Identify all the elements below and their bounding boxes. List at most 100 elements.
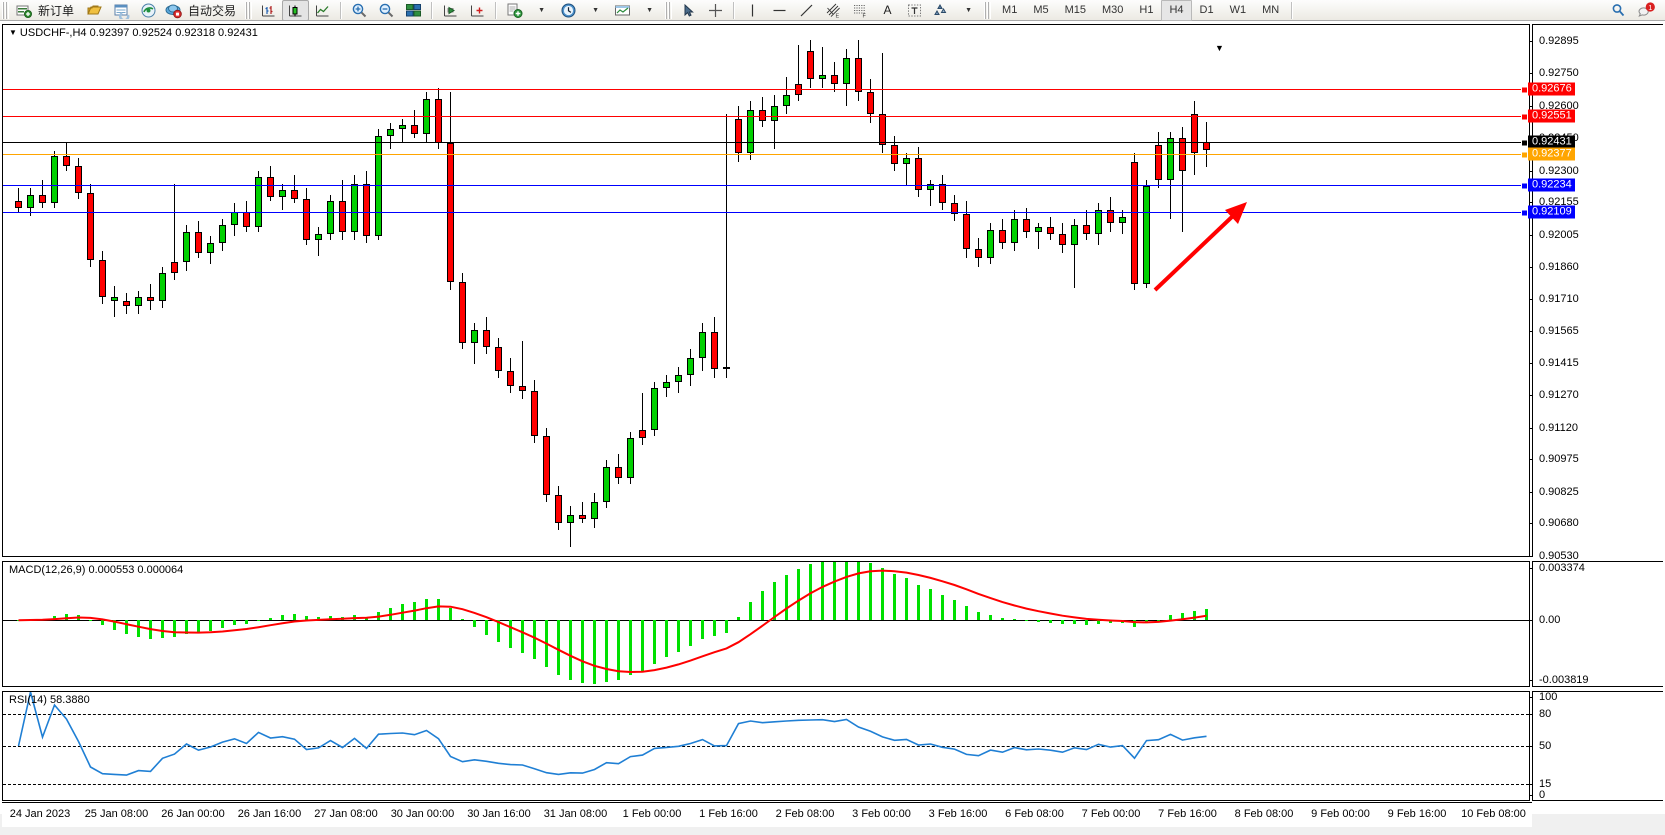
rsi-tick: 0 xyxy=(1528,789,1545,801)
candle xyxy=(1071,25,1078,556)
macd-histogram-bar xyxy=(905,578,908,621)
price-tag-pivot[interactable]: 0.92377 xyxy=(1521,147,1575,161)
level-line-support-2[interactable] xyxy=(3,212,1529,214)
macd-histogram-bar xyxy=(113,620,116,631)
timeframe-d1[interactable]: D1 xyxy=(1199,4,1214,16)
chart-shift-button[interactable] xyxy=(437,0,464,21)
new-order-button[interactable]: 新订单 xyxy=(12,0,81,21)
candle xyxy=(1035,25,1042,556)
level-line-last-price[interactable] xyxy=(3,142,1529,144)
timeframe-w1[interactable]: W1 xyxy=(1229,4,1247,16)
chart-type-toolbar-grip[interactable] xyxy=(245,1,253,19)
level-line-resistance-1[interactable] xyxy=(3,116,1529,118)
candle-body xyxy=(939,183,946,204)
macd-histogram-bar xyxy=(1085,620,1088,625)
text-label-button[interactable] xyxy=(901,0,928,21)
price-tag-resistance-1[interactable]: 0.92551 xyxy=(1521,109,1575,123)
macd-histogram-bar xyxy=(533,620,536,659)
drawing-toolbar-grip[interactable] xyxy=(665,1,673,19)
candlestick-chart-icon xyxy=(287,2,304,19)
candle xyxy=(207,25,214,556)
candle-body xyxy=(675,375,682,382)
candle-body xyxy=(99,260,106,298)
price-scale[interactable]: 0.928950.927500.926000.924500.923000.921… xyxy=(1521,24,1663,562)
macd-histogram-bar xyxy=(449,608,452,621)
candle xyxy=(291,25,298,556)
timeframe-m1[interactable]: M1 xyxy=(1002,4,1018,16)
candle xyxy=(195,25,202,556)
macd-histogram-bar xyxy=(641,620,644,671)
price-tag-support-2[interactable]: 0.92109 xyxy=(1521,205,1575,219)
indicators-dropdown[interactable]: ▼ xyxy=(528,0,555,21)
candle-body xyxy=(783,94,790,106)
objects-dropdown[interactable]: ▼ xyxy=(955,0,982,21)
candle xyxy=(963,25,970,556)
rsi-tick: 50 xyxy=(1528,740,1551,752)
cursor-button[interactable] xyxy=(675,0,702,21)
toolbar-grip[interactable] xyxy=(2,1,9,19)
time-tick-label: 1 Feb 00:00 xyxy=(622,808,682,820)
objects-button[interactable] xyxy=(928,0,955,21)
candle xyxy=(471,25,478,556)
auto-scroll-button[interactable] xyxy=(464,0,491,21)
price-tag-support-1[interactable]: 0.92234 xyxy=(1521,178,1575,192)
indicators-button[interactable] xyxy=(501,0,528,21)
search-button[interactable] xyxy=(1605,0,1632,21)
level-line-pivot[interactable] xyxy=(3,154,1529,156)
candle xyxy=(855,25,862,556)
zoom-in-button[interactable] xyxy=(346,0,373,21)
macd-histogram-bar xyxy=(653,620,656,664)
macd-pane[interactable]: MACD(12,26,9) 0.000553 0.000064 xyxy=(2,561,1530,687)
timeframe-h1[interactable]: H1 xyxy=(1139,4,1154,16)
time-tick-label: 8 Feb 08:00 xyxy=(1234,808,1294,820)
candle-body xyxy=(387,129,394,136)
candle xyxy=(303,25,310,556)
level-line-support-1[interactable] xyxy=(3,185,1529,187)
price-pane[interactable]: ▼ USDCHF-,H4 0.92397 0.92524 0.92318 0.92… xyxy=(2,24,1530,557)
level-line-resistance-2[interactable] xyxy=(3,88,1529,90)
period-button[interactable] xyxy=(555,0,582,21)
time-tick-label: 7 Feb 00:00 xyxy=(1081,808,1141,820)
time-tick-label: 9 Feb 16:00 xyxy=(1387,808,1447,820)
timeframe-h4[interactable]: H4 xyxy=(1161,0,1192,21)
navigator-button[interactable] xyxy=(135,0,162,21)
notifications-button[interactable]: 1 xyxy=(1632,0,1659,21)
timeframe-mn[interactable]: MN xyxy=(1262,4,1280,16)
candle-body xyxy=(771,105,778,121)
data-window-button[interactable] xyxy=(108,0,135,21)
text-button[interactable]: A xyxy=(874,0,901,21)
vertical-line-button[interactable] xyxy=(739,0,766,21)
timeframe-toolbar-grip[interactable] xyxy=(984,1,992,19)
price-tag-last-price[interactable]: 0.92431 xyxy=(1521,135,1575,149)
candlestick-chart-button[interactable] xyxy=(282,0,310,21)
period-dropdown[interactable]: ▼ xyxy=(582,0,609,21)
horizontal-line-button[interactable] xyxy=(766,0,793,21)
timeframe-m30[interactable]: M30 xyxy=(1102,4,1124,16)
macd-histogram-bar xyxy=(845,562,848,621)
macd-histogram-bar xyxy=(1205,608,1208,621)
templates-button[interactable] xyxy=(609,0,636,21)
bar-chart-button[interactable] xyxy=(255,0,282,21)
time-axis[interactable]: 24 Jan 2023 25 Jan 08:00 26 Jan 00:00 26 Ja… xyxy=(2,802,1532,827)
autotrading-button[interactable]: 自动交易 xyxy=(162,0,243,21)
candle-body xyxy=(1023,218,1030,232)
zoom-out-button[interactable] xyxy=(373,0,400,21)
crosshair-button[interactable] xyxy=(702,0,729,21)
candle xyxy=(531,25,538,556)
macd-indicator-label: MACD(12,26,9) 0.000553 0.000064 xyxy=(9,564,184,576)
timeframe-m5[interactable]: M5 xyxy=(1033,4,1049,16)
price-tag-resistance-2[interactable]: 0.92676 xyxy=(1521,82,1575,96)
equidistant-channel-button[interactable]: E xyxy=(820,0,847,21)
candle-body xyxy=(483,329,490,348)
rsi-pane[interactable]: RSI(14) 58.3880 xyxy=(2,691,1530,801)
chart-area[interactable]: ▼ ▼ USDCHF-,H4 0.92397 0.92524 0.92318 0.… xyxy=(0,21,1665,827)
tile-windows-button[interactable] xyxy=(400,0,427,21)
fibonacci-button[interactable]: F xyxy=(847,0,874,21)
templates-dropdown[interactable]: ▼ xyxy=(636,0,663,21)
macd-histogram-bar xyxy=(737,617,740,621)
trendline-button[interactable] xyxy=(793,0,820,21)
folder-button[interactable] xyxy=(81,0,108,21)
line-chart-button[interactable] xyxy=(309,0,336,21)
candle xyxy=(543,25,550,556)
timeframe-m15[interactable]: M15 xyxy=(1064,4,1086,16)
